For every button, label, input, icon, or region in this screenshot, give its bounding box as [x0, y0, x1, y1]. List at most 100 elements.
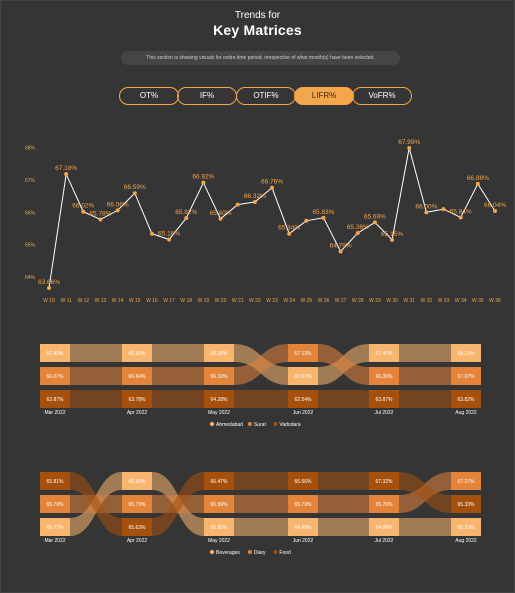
- cell-value-label: 65.63%: [129, 525, 147, 531]
- data-label: 66.92%: [192, 174, 214, 181]
- legend-marker: [210, 550, 214, 554]
- ribbon-band: [70, 367, 122, 385]
- x-tick-label: W 26: [318, 298, 330, 304]
- x-tick-label: W 33: [438, 298, 450, 304]
- legend-label: Surat: [254, 422, 267, 428]
- x-tick-label: W 35: [472, 298, 484, 304]
- month-label: Apr 2022: [127, 410, 148, 416]
- data-point: [149, 231, 154, 236]
- data-label: 66.32%: [244, 193, 266, 200]
- ribbon-cell: [288, 495, 318, 513]
- data-point: [184, 216, 189, 221]
- data-label: 65.84%: [450, 209, 472, 216]
- x-tick-label: W 12: [77, 298, 89, 304]
- month-label: Mar 2022: [44, 410, 65, 416]
- ribbon-band: [152, 390, 204, 408]
- month-label: Jun 2022: [293, 538, 314, 544]
- x-tick-label: W 32: [421, 298, 433, 304]
- ribbon-band: [318, 344, 369, 385]
- ribbon-cell: [40, 518, 70, 536]
- y-tick-label: 65%: [25, 243, 36, 249]
- ribbon-cell: [122, 344, 152, 362]
- ribbon-cell: [40, 472, 70, 490]
- month-label: Mar 2022: [44, 538, 65, 544]
- ribbon-cell: [40, 390, 70, 408]
- ribbon-cell: [122, 367, 152, 385]
- header: Trends for Key Matrices: [0, 10, 515, 38]
- legend-marker: [247, 550, 252, 554]
- ribbon-cell: [451, 344, 481, 362]
- month-label: Apr 2022: [127, 538, 148, 544]
- ribbon-cell: [288, 344, 318, 362]
- y-tick-label: 67%: [25, 178, 36, 184]
- ribbon-cell: [451, 390, 481, 408]
- data-point: [287, 231, 292, 236]
- cell-value-label: 65.77%: [47, 525, 65, 531]
- ribbon-band: [318, 518, 369, 536]
- ribbon-cell: [288, 367, 318, 385]
- ribbon-cell: [451, 367, 481, 385]
- x-tick-label: W 20: [215, 298, 227, 304]
- cell-value-label: 66.47%: [211, 479, 229, 485]
- ribbon-cell: [288, 518, 318, 536]
- ribbon-cell: [40, 367, 70, 385]
- cell-value-label: 66.65%: [129, 351, 147, 357]
- ribbon-band: [399, 344, 451, 362]
- data-label: 67.18%: [55, 165, 77, 172]
- x-tick-label: W 36: [489, 298, 501, 304]
- cell-value-label: 67.07%: [458, 374, 476, 380]
- x-tick-label: W 13: [95, 298, 107, 304]
- ribbon-band: [399, 367, 451, 385]
- cell-value-label: 62.54%: [295, 397, 313, 403]
- cell-value-label: 67.27%: [458, 479, 476, 485]
- data-point: [390, 237, 395, 242]
- cell-value-label: 64.68%: [295, 525, 313, 531]
- ribbon-cell: [204, 367, 234, 385]
- y-tick-label: 64%: [25, 275, 36, 281]
- ribbon-band: [152, 367, 204, 385]
- data-point: [64, 172, 69, 177]
- month-label: May 2022: [208, 538, 230, 544]
- ribbon-cell: [122, 495, 152, 513]
- cell-value-label: 66.56%: [295, 479, 313, 485]
- legend-label: Beverages: [216, 550, 240, 556]
- legend-label: Diary: [254, 550, 266, 556]
- cell-value-label: 68.38%: [211, 351, 229, 357]
- month-label: Jun 2022: [293, 410, 314, 416]
- x-tick-label: W 30: [386, 298, 398, 304]
- data-label: 64.79%: [330, 242, 352, 249]
- legend-marker: [273, 422, 278, 426]
- data-label: 66.02%: [72, 203, 94, 210]
- x-tick-label: W 27: [335, 298, 347, 304]
- data-point: [132, 191, 137, 196]
- ribbon-band: [399, 390, 451, 408]
- cell-value-label: 64.88%: [376, 525, 394, 531]
- ribbon-band: [152, 472, 204, 536]
- data-label: 65.34%: [278, 225, 300, 232]
- cell-value-label: 65.33%: [458, 525, 476, 531]
- cell-value-label: 66.60%: [129, 479, 147, 485]
- ribbon-band: [399, 518, 451, 536]
- ribbon-band: [70, 344, 122, 362]
- ribbon-cell: [40, 344, 70, 362]
- ribbon-band: [234, 472, 288, 490]
- cell-value-label: 63.78%: [129, 397, 147, 403]
- cell-value-label: 67.13%: [295, 351, 313, 357]
- legend-marker: [273, 550, 278, 554]
- cell-value-label: 67.32%: [376, 479, 394, 485]
- month-label: Jul 2022: [375, 538, 394, 544]
- ribbon-cell: [369, 495, 399, 513]
- legend-marker: [210, 422, 214, 426]
- cell-value-label: 65.73%: [295, 502, 313, 508]
- data-label: 66.76%: [261, 179, 283, 186]
- x-tick-label: W 10: [43, 298, 55, 304]
- cell-value-label: 66.07%: [47, 374, 65, 380]
- info-note: This section is showing visuals for enti…: [121, 51, 400, 65]
- pretitle: Trends for: [234, 10, 281, 21]
- ribbon-cell: [369, 367, 399, 385]
- ribbon-cell: [288, 390, 318, 408]
- tab-vofr[interactable]: VoFR%: [352, 87, 412, 105]
- ribbon-cell: [288, 472, 318, 490]
- data-point: [115, 208, 120, 213]
